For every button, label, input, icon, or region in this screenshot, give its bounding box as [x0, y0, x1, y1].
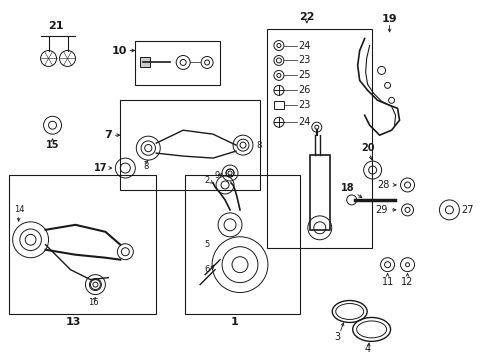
Bar — [9, 175, 156, 315]
Text: 19: 19 — [381, 14, 397, 24]
Text: 23: 23 — [298, 100, 310, 110]
Text: 3: 3 — [334, 332, 340, 342]
Text: 16: 16 — [88, 298, 99, 307]
Text: 8: 8 — [255, 141, 261, 150]
Bar — [135, 41, 220, 85]
Text: 2: 2 — [204, 176, 210, 185]
Text: 11: 11 — [381, 276, 393, 287]
Text: 6: 6 — [204, 265, 210, 274]
Text: 10: 10 — [112, 45, 127, 55]
Text: 14: 14 — [14, 206, 24, 215]
Text: 23: 23 — [298, 55, 310, 66]
Text: 24: 24 — [298, 117, 310, 127]
Text: 26: 26 — [298, 85, 310, 95]
Bar — [266, 28, 371, 248]
Text: 20: 20 — [360, 143, 374, 153]
Bar — [185, 175, 299, 315]
Text: 15: 15 — [46, 140, 59, 150]
Bar — [120, 100, 260, 190]
Text: 9: 9 — [214, 171, 220, 180]
Text: 17: 17 — [94, 163, 107, 173]
Text: 5: 5 — [204, 240, 210, 249]
Text: 18: 18 — [340, 183, 354, 193]
Text: 27: 27 — [461, 205, 473, 215]
Text: 29: 29 — [374, 205, 387, 215]
Text: 21: 21 — [48, 21, 63, 31]
Text: 1: 1 — [231, 318, 239, 328]
Text: 13: 13 — [66, 318, 81, 328]
Text: 22: 22 — [299, 12, 314, 22]
Bar — [140, 58, 150, 67]
Text: 12: 12 — [401, 276, 413, 287]
Text: 25: 25 — [298, 71, 310, 80]
Text: 28: 28 — [376, 180, 389, 190]
Text: 24: 24 — [298, 41, 310, 50]
Text: 4: 4 — [364, 345, 370, 354]
Text: 8: 8 — [143, 162, 149, 171]
Bar — [309, 155, 329, 230]
Text: 7: 7 — [104, 130, 112, 140]
Bar — [273, 101, 284, 109]
